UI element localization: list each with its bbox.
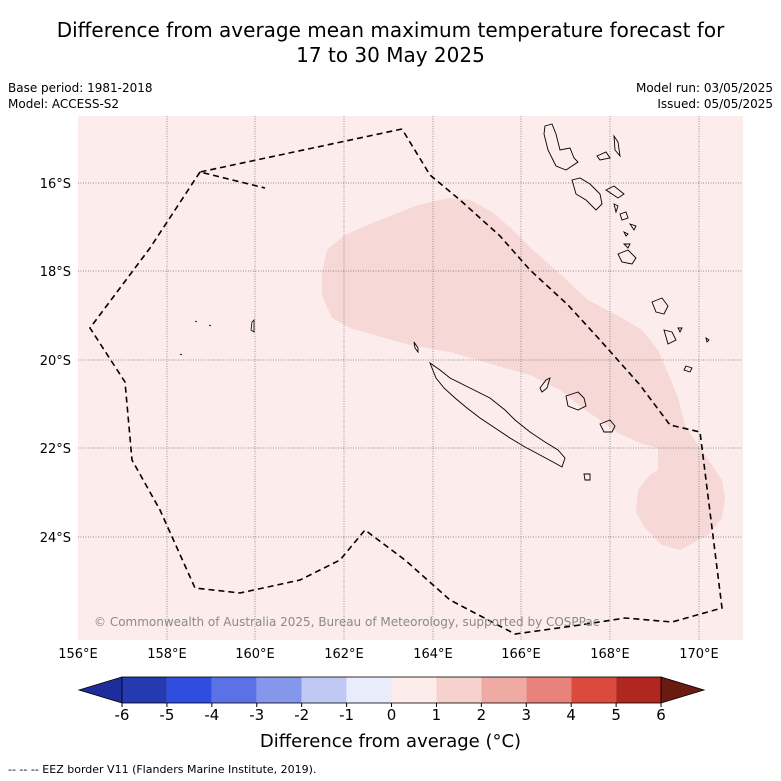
colorbar-segment <box>211 677 257 703</box>
colorbar-segment <box>436 677 482 703</box>
colorbar: -6 -5 -4 -3 -2 -1 0 1 2 3 4 5 6 <box>77 676 706 724</box>
colorbar-tick-label: 0 <box>387 706 397 724</box>
copyright-text: © Commonwealth of Australia 2025, Bureau… <box>94 615 599 629</box>
colorbar-tick-label: -6 <box>115 706 130 724</box>
colorbar-tick-label: 6 <box>656 706 666 724</box>
lat-label-16s: 16°S <box>40 177 71 192</box>
new-caledonia-island <box>429 361 566 468</box>
colorbar-tick-label: -5 <box>159 706 174 724</box>
lat-label-22s: 22°S <box>40 442 71 457</box>
lon-label-170e: 170°E <box>679 647 719 662</box>
colorbar-tick-label: 3 <box>522 706 532 724</box>
issued-date: Issued: 05/05/2025 <box>657 97 773 111</box>
colorbar-label: Difference from average (°C) <box>259 731 522 752</box>
graticule <box>78 116 743 640</box>
colorbar-tick-label: -2 <box>294 706 309 724</box>
colorbar-tick-label: 1 <box>432 706 442 724</box>
lon-label-156e: 156°E <box>58 647 98 662</box>
colorbar-segment <box>301 677 347 703</box>
lon-label-160e: 160°E <box>235 647 275 662</box>
model-run: Model run: 03/05/2025 <box>635 81 773 95</box>
colorbar-segment <box>526 677 572 703</box>
map-title: Difference from average mean maximum tem… <box>0 18 781 68</box>
metadata-right: Model run: 03/05/2025 Issued: 05/05/2025 <box>636 80 773 112</box>
colorbar-tick-label: -1 <box>339 706 354 724</box>
lat-label-24s: 24°S <box>40 531 71 546</box>
colorbar-tick-label: -3 <box>249 706 264 724</box>
base-period: Base period: 1981-2018 <box>8 81 153 95</box>
colorbar-tick-label: 2 <box>477 706 487 724</box>
loyalty-island-lifou <box>565 391 587 411</box>
longitude-labels: 156°E 158°E 160°E 162°E 164°E 166°E 168°… <box>58 647 719 662</box>
lon-label-162e: 162°E <box>324 647 364 662</box>
metadata-left: Base period: 1981-2018 Model: ACCESS-S2 <box>8 80 153 112</box>
colorbar-tick-label: -4 <box>204 706 219 724</box>
title-line-1: Difference from average mean maximum tem… <box>56 18 725 42</box>
lat-label-18s: 18°S <box>40 265 71 280</box>
model-name: Model: ACCESS-S2 <box>8 97 120 111</box>
colorbar-extend-low <box>77 676 123 704</box>
eez-legend-footer: -- -- -- EEZ border V11 (Flanders Marine… <box>8 763 317 776</box>
colorbar-segment <box>122 677 167 703</box>
colorbar-tick-label: 5 <box>611 706 621 724</box>
colorbar-segment <box>616 677 662 703</box>
colorbar-segment <box>166 677 212 703</box>
isle-of-pines <box>583 473 591 481</box>
lon-label-168e: 168°E <box>590 647 630 662</box>
title-line-2: 17 to 30 May 2025 <box>296 43 485 67</box>
lon-label-164e: 164°E <box>413 647 453 662</box>
belep-islands <box>413 341 419 354</box>
lon-label-166e: 166°E <box>501 647 541 662</box>
loyalty-island-ouvea <box>539 377 551 393</box>
colorbar-extend-high <box>660 676 706 704</box>
colorbar-segment <box>391 677 437 703</box>
loyalty-island-mare <box>599 419 616 433</box>
colorbar-segment <box>256 677 302 703</box>
lat-label-20s: 20°S <box>40 354 71 369</box>
colorbar-tick-label: 4 <box>566 706 576 724</box>
colorbar-segment <box>481 677 527 703</box>
vanuatu-islands <box>543 123 710 373</box>
lon-label-158e: 158°E <box>147 647 187 662</box>
anomaly-region <box>322 198 725 550</box>
colorbar-segment <box>346 677 392 703</box>
latitude-labels: 16°S 18°S 20°S 22°S 24°S <box>40 177 71 546</box>
eez-border <box>89 128 723 635</box>
colorbar-segment <box>571 677 617 703</box>
chesterfield-reefs <box>179 319 255 356</box>
